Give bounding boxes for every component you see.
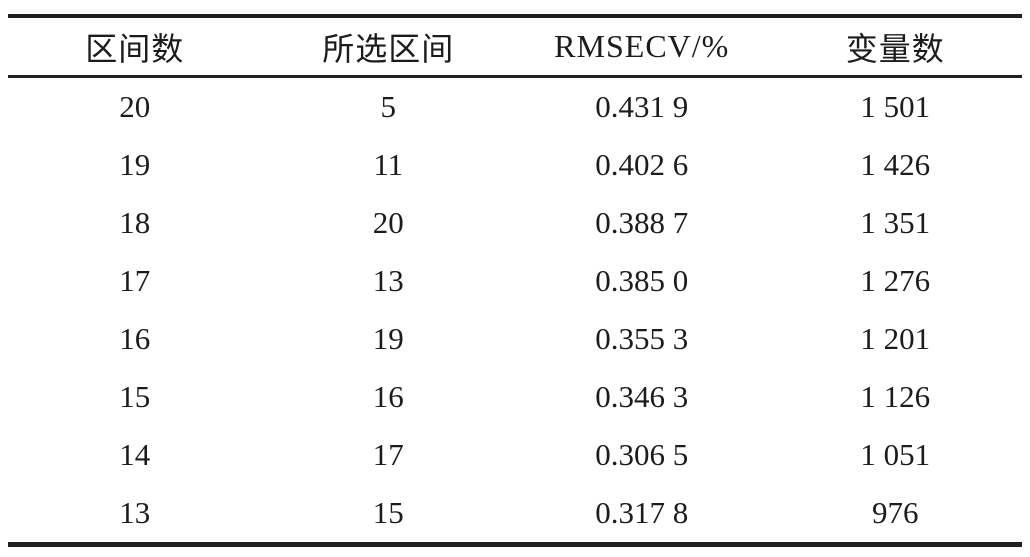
table-cell: 16 — [119, 321, 151, 356]
table-cell: 15 — [119, 379, 151, 414]
table-cell: 0.402 6 — [595, 147, 689, 182]
table-cell: 19 — [372, 321, 404, 356]
results-table: 区间数 所选区间 RMSECV/% 变量数 20 5 0.431 9 1 501… — [8, 14, 1022, 547]
table-cell: 1 126 — [860, 379, 931, 414]
table-cell: 17 — [372, 437, 404, 472]
table-row: 18 20 0.388 7 1 351 — [8, 194, 1022, 252]
table-cell: 14 — [119, 437, 151, 472]
table-row: 20 5 0.431 9 1 501 — [8, 77, 1022, 137]
table-cell: 1 501 — [860, 89, 931, 124]
header-cell-rmsecv: RMSECV/% — [554, 28, 730, 64]
table-row: 17 13 0.385 0 1 276 — [8, 252, 1022, 310]
table-cell: 976 — [872, 495, 919, 530]
table-row: 16 19 0.355 3 1 201 — [8, 310, 1022, 368]
header-cell-selected-intervals: 所选区间 — [322, 30, 455, 67]
table-cell: 0.306 5 — [595, 437, 689, 472]
table-cell: 1 201 — [860, 321, 931, 356]
table-header-row: 区间数 所选区间 RMSECV/% 变量数 — [8, 16, 1022, 77]
table-row: 19 11 0.402 6 1 426 — [8, 136, 1022, 194]
table-cell: 13 — [372, 263, 404, 298]
table-cell: 0.385 0 — [595, 263, 689, 298]
table-row: 13 15 0.317 8 976 — [8, 484, 1022, 545]
table-cell: 0.346 3 — [595, 379, 689, 414]
table-cell: 17 — [119, 263, 151, 298]
table-cell: 13 — [119, 495, 151, 530]
table-cell: 15 — [372, 495, 404, 530]
table-cell: 19 — [119, 147, 151, 182]
table-cell: 20 — [119, 89, 151, 124]
table-cell: 16 — [372, 379, 404, 414]
table-cell: 0.431 9 — [595, 89, 689, 124]
table-cell: 0.355 3 — [595, 321, 689, 356]
table-row: 14 17 0.306 5 1 051 — [8, 426, 1022, 484]
table-cell: 1 276 — [860, 263, 931, 298]
table-cell: 11 — [373, 147, 404, 182]
table-cell: 20 — [372, 205, 404, 240]
table-cell: 5 — [380, 89, 397, 124]
header-cell-interval-count: 区间数 — [85, 30, 185, 67]
table-cell: 1 351 — [860, 205, 931, 240]
table-cell: 18 — [119, 205, 151, 240]
header-cell-variable-count: 变量数 — [845, 30, 945, 67]
table-cell: 0.388 7 — [595, 205, 689, 240]
table-cell: 0.317 8 — [595, 495, 689, 530]
table-row: 15 16 0.346 3 1 126 — [8, 368, 1022, 426]
table-cell: 1 426 — [860, 147, 931, 182]
table-cell: 1 051 — [860, 437, 931, 472]
